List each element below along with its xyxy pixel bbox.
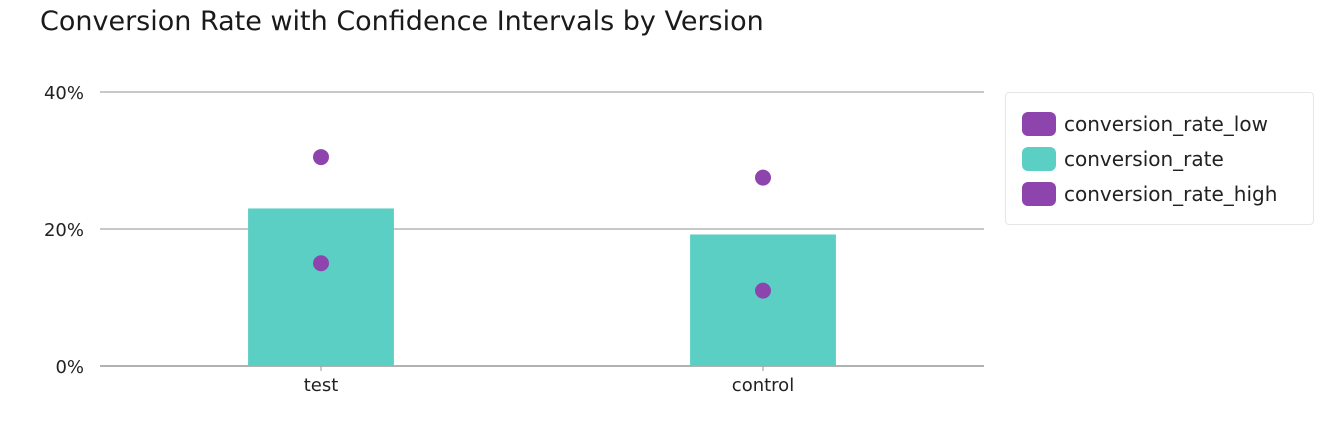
x-tick-label: test bbox=[304, 375, 339, 396]
y-tick-label: 40% bbox=[44, 83, 84, 104]
legend-item-low[interactable]: conversion_rate_low bbox=[1022, 109, 1268, 139]
point bbox=[755, 282, 771, 299]
legend-swatch-high bbox=[1022, 182, 1056, 206]
bar bbox=[690, 234, 836, 366]
legend-label-high: conversion_rate_high bbox=[1064, 182, 1278, 206]
legend-label-low: conversion_rate_low bbox=[1064, 112, 1268, 136]
bar-layer bbox=[248, 208, 836, 366]
x-tick-label: control bbox=[732, 375, 794, 396]
legend-swatch-rate bbox=[1022, 147, 1056, 171]
y-tick-label: 0% bbox=[55, 357, 84, 378]
legend-item-high[interactable]: conversion_rate_high bbox=[1022, 179, 1277, 209]
point-layer bbox=[313, 149, 771, 299]
chart-title: Conversion Rate with Confidence Interval… bbox=[40, 6, 764, 37]
legend-swatch-low bbox=[1022, 112, 1056, 136]
grid-layer bbox=[100, 91, 984, 371]
chart-legend: conversion_rate_low conversion_rate conv… bbox=[1005, 92, 1314, 225]
legend-item-rate[interactable]: conversion_rate bbox=[1022, 144, 1224, 174]
label-layer: 0% 20% 40% test control bbox=[44, 83, 794, 396]
point bbox=[313, 149, 329, 166]
point bbox=[755, 169, 771, 186]
chart-plot: 0% 20% 40% test control bbox=[44, 83, 984, 396]
point bbox=[313, 255, 329, 272]
bar bbox=[248, 208, 394, 366]
legend-label-rate: conversion_rate bbox=[1064, 147, 1224, 171]
y-tick-label: 20% bbox=[44, 220, 84, 241]
